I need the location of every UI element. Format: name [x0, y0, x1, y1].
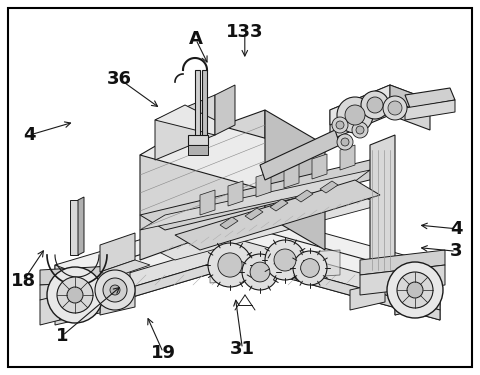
- Polygon shape: [360, 250, 445, 275]
- Circle shape: [274, 249, 296, 271]
- Text: 133: 133: [226, 23, 264, 41]
- Circle shape: [341, 138, 349, 146]
- Polygon shape: [155, 95, 215, 160]
- Polygon shape: [312, 154, 327, 179]
- Circle shape: [103, 278, 127, 302]
- Polygon shape: [202, 70, 207, 140]
- Polygon shape: [360, 265, 445, 295]
- Circle shape: [361, 91, 389, 119]
- Polygon shape: [55, 297, 90, 325]
- Circle shape: [218, 253, 242, 277]
- Polygon shape: [295, 190, 313, 202]
- Circle shape: [345, 105, 365, 125]
- Polygon shape: [405, 88, 455, 108]
- Polygon shape: [405, 100, 455, 120]
- Polygon shape: [195, 70, 200, 140]
- Circle shape: [332, 117, 348, 133]
- Polygon shape: [175, 180, 380, 250]
- Polygon shape: [270, 199, 288, 211]
- Polygon shape: [140, 120, 325, 190]
- Circle shape: [300, 259, 319, 278]
- Polygon shape: [100, 287, 135, 315]
- Polygon shape: [284, 163, 299, 188]
- Polygon shape: [260, 130, 340, 180]
- Circle shape: [356, 126, 364, 134]
- Polygon shape: [215, 85, 235, 135]
- Circle shape: [407, 282, 423, 298]
- Polygon shape: [40, 280, 130, 300]
- Polygon shape: [395, 287, 430, 315]
- Circle shape: [265, 240, 305, 280]
- Polygon shape: [140, 110, 265, 260]
- Polygon shape: [228, 181, 243, 206]
- Circle shape: [110, 285, 120, 295]
- Circle shape: [47, 267, 103, 323]
- Polygon shape: [188, 145, 208, 155]
- Polygon shape: [155, 105, 215, 135]
- Polygon shape: [210, 250, 340, 283]
- Polygon shape: [55, 285, 95, 315]
- Polygon shape: [245, 208, 263, 220]
- Circle shape: [383, 96, 407, 120]
- Circle shape: [57, 277, 93, 313]
- Circle shape: [242, 254, 278, 290]
- Polygon shape: [55, 210, 440, 285]
- Text: 4: 4: [450, 220, 462, 238]
- Polygon shape: [350, 282, 385, 310]
- Circle shape: [387, 262, 443, 318]
- Circle shape: [367, 97, 383, 113]
- Text: 19: 19: [151, 344, 176, 362]
- Circle shape: [336, 121, 344, 129]
- Circle shape: [293, 251, 327, 285]
- Text: 31: 31: [230, 340, 255, 358]
- Polygon shape: [55, 265, 95, 300]
- Polygon shape: [55, 240, 440, 310]
- Polygon shape: [140, 170, 370, 230]
- Text: A: A: [189, 30, 203, 48]
- Polygon shape: [155, 195, 380, 260]
- Polygon shape: [390, 85, 430, 115]
- Text: 36: 36: [107, 70, 132, 88]
- Text: 1: 1: [56, 327, 69, 345]
- Polygon shape: [200, 190, 215, 215]
- Circle shape: [397, 272, 433, 308]
- Text: 3: 3: [450, 242, 462, 260]
- Polygon shape: [70, 200, 78, 255]
- Text: 4: 4: [24, 126, 36, 144]
- Polygon shape: [330, 85, 390, 125]
- Polygon shape: [188, 135, 208, 145]
- Polygon shape: [395, 265, 440, 300]
- Polygon shape: [340, 145, 355, 170]
- Polygon shape: [256, 172, 271, 197]
- Polygon shape: [370, 265, 415, 280]
- Polygon shape: [78, 197, 84, 255]
- Polygon shape: [370, 135, 395, 275]
- Polygon shape: [55, 255, 440, 320]
- Circle shape: [250, 262, 270, 282]
- Circle shape: [337, 134, 353, 150]
- Polygon shape: [100, 260, 150, 277]
- Polygon shape: [320, 181, 338, 193]
- Polygon shape: [55, 250, 440, 320]
- Polygon shape: [395, 285, 440, 315]
- Polygon shape: [40, 265, 130, 285]
- Polygon shape: [55, 225, 440, 305]
- Circle shape: [95, 270, 135, 310]
- Polygon shape: [330, 85, 430, 140]
- Circle shape: [208, 243, 252, 287]
- Circle shape: [352, 122, 368, 138]
- Polygon shape: [140, 160, 390, 230]
- Polygon shape: [40, 295, 60, 325]
- Polygon shape: [265, 110, 325, 250]
- Circle shape: [67, 287, 83, 303]
- Polygon shape: [60, 288, 100, 320]
- Polygon shape: [100, 233, 135, 272]
- Text: 18: 18: [11, 272, 36, 290]
- Polygon shape: [220, 217, 238, 229]
- Circle shape: [337, 97, 373, 133]
- Circle shape: [388, 101, 402, 115]
